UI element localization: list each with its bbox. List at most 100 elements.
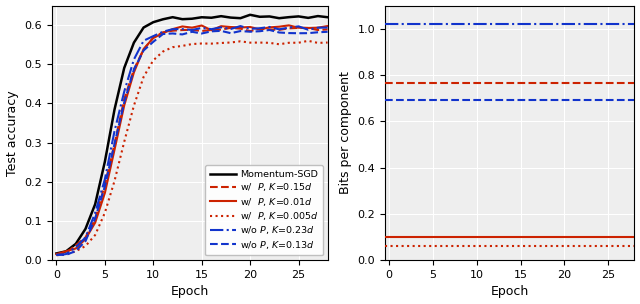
w/  $P$, $K$=0.15$d$ [188, 28, 196, 32]
w/  $P$, $K$=0.01$d$ [198, 24, 205, 27]
w/o $P$, $K$=0.13$d$ [120, 101, 128, 104]
Momentum-SGD [314, 14, 322, 18]
w/  $P$, $K$=0.01$d$ [324, 24, 332, 28]
w/o $P$, $K$=0.13$d$ [62, 253, 70, 257]
w/  $P$, $K$=0.005$d$ [62, 253, 70, 256]
Line: w/  $P$, $K$=0.01$d$: w/ $P$, $K$=0.01$d$ [56, 25, 328, 254]
w/  $P$, $K$=0.01$d$ [237, 26, 244, 29]
w/  $P$, $K$=0.005$d$ [130, 104, 138, 107]
Y-axis label: Bits per component: Bits per component [339, 71, 352, 194]
w/  $P$, $K$=0.15$d$ [140, 48, 147, 51]
w/o $P$, $K$=0.13$d$ [179, 33, 186, 36]
w/  $P$, $K$=0.15$d$ [256, 27, 264, 30]
Momentum-SGD [217, 14, 225, 18]
w/o $P$, $K$=0.23$d$ [237, 24, 244, 28]
Momentum-SGD [324, 16, 332, 19]
w/  $P$, $K$=0.01$d$ [227, 25, 235, 29]
w/o $P$, $K$=0.13$d$ [72, 249, 79, 253]
w/o $P$, $K$=0.13$d$ [266, 28, 273, 32]
w/  $P$, $K$=0.01$d$ [314, 26, 322, 29]
w/  $P$, $K$=0.15$d$ [130, 68, 138, 71]
w/o $P$, $K$=0.23$d$ [120, 90, 128, 94]
w/  $P$, $K$=0.01$d$ [111, 148, 118, 151]
w/o $P$, $K$=0.13$d$ [140, 49, 147, 52]
Momentum-SGD [82, 227, 90, 231]
Line: w/o $P$, $K$=0.23$d$: w/o $P$, $K$=0.23$d$ [56, 26, 328, 255]
w/o $P$, $K$=0.23$d$ [285, 26, 292, 29]
Legend: Momentum-SGD, w/  $P$, $K$=0.15$d$, w/  $P$, $K$=0.01$d$, w/  $P$, $K$=0.005$d$,: Momentum-SGD, w/ $P$, $K$=0.15$d$, w/ $P… [205, 165, 323, 255]
Momentum-SGD [305, 16, 312, 20]
w/o $P$, $K$=0.13$d$ [275, 31, 283, 34]
Momentum-SGD [266, 15, 273, 18]
w/o $P$, $K$=0.23$d$ [188, 28, 196, 32]
w/  $P$, $K$=0.005$d$ [179, 44, 186, 48]
w/  $P$, $K$=0.005$d$ [324, 41, 332, 44]
Momentum-SGD [72, 242, 79, 246]
w/o $P$, $K$=0.23$d$ [314, 26, 322, 29]
X-axis label: Epoch: Epoch [170, 285, 209, 299]
w/  $P$, $K$=0.15$d$ [72, 243, 79, 247]
Y-axis label: Test accuracy: Test accuracy [6, 90, 19, 176]
w/  $P$, $K$=0.005$d$ [140, 75, 147, 79]
w/o $P$, $K$=0.23$d$ [169, 27, 177, 31]
Momentum-SGD [101, 160, 109, 164]
w/  $P$, $K$=0.15$d$ [324, 28, 332, 31]
w/  $P$, $K$=0.005$d$ [72, 249, 79, 253]
w/  $P$, $K$=0.15$d$ [62, 251, 70, 255]
w/  $P$, $K$=0.15$d$ [285, 26, 292, 30]
w/  $P$, $K$=0.005$d$ [314, 41, 322, 45]
Momentum-SGD [188, 17, 196, 21]
w/  $P$, $K$=0.15$d$ [217, 28, 225, 31]
w/o $P$, $K$=0.13$d$ [207, 29, 215, 33]
w/  $P$, $K$=0.01$d$ [246, 25, 254, 29]
Momentum-SGD [198, 16, 205, 19]
w/  $P$, $K$=0.005$d$ [217, 41, 225, 45]
w/  $P$, $K$=0.01$d$ [159, 31, 167, 35]
w/  $P$, $K$=0.005$d$ [52, 254, 60, 257]
Line: Momentum-SGD: Momentum-SGD [56, 15, 328, 254]
w/o $P$, $K$=0.23$d$ [111, 129, 118, 133]
w/o $P$, $K$=0.13$d$ [246, 30, 254, 33]
w/  $P$, $K$=0.005$d$ [207, 42, 215, 45]
w/  $P$, $K$=0.01$d$ [52, 252, 60, 256]
w/o $P$, $K$=0.13$d$ [314, 30, 322, 34]
X-axis label: Epoch: Epoch [490, 285, 529, 299]
Momentum-SGD [246, 13, 254, 17]
w/o $P$, $K$=0.23$d$ [149, 34, 157, 38]
w/  $P$, $K$=0.005$d$ [227, 41, 235, 44]
w/o $P$, $K$=0.13$d$ [188, 30, 196, 34]
w/  $P$, $K$=0.01$d$ [140, 47, 147, 51]
w/o $P$, $K$=0.23$d$ [266, 25, 273, 29]
Momentum-SGD [62, 250, 70, 253]
w/o $P$, $K$=0.23$d$ [275, 27, 283, 31]
w/  $P$, $K$=0.15$d$ [169, 29, 177, 33]
w/o $P$, $K$=0.23$d$ [246, 27, 254, 31]
w/  $P$, $K$=0.15$d$ [266, 28, 273, 31]
w/  $P$, $K$=0.01$d$ [188, 26, 196, 29]
w/o $P$, $K$=0.23$d$ [159, 30, 167, 33]
w/o $P$, $K$=0.13$d$ [149, 40, 157, 44]
Momentum-SGD [159, 17, 167, 21]
Momentum-SGD [207, 16, 215, 19]
w/o $P$, $K$=0.13$d$ [256, 29, 264, 33]
w/  $P$, $K$=0.15$d$ [314, 28, 322, 32]
w/o $P$, $K$=0.23$d$ [179, 27, 186, 31]
Momentum-SGD [227, 16, 235, 19]
w/  $P$, $K$=0.005$d$ [237, 40, 244, 43]
w/  $P$, $K$=0.005$d$ [294, 41, 302, 45]
w/  $P$, $K$=0.01$d$ [169, 27, 177, 31]
Line: w/o $P$, $K$=0.13$d$: w/o $P$, $K$=0.13$d$ [56, 30, 328, 255]
w/  $P$, $K$=0.01$d$ [130, 71, 138, 74]
w/  $P$, $K$=0.005$d$ [266, 41, 273, 45]
w/  $P$, $K$=0.005$d$ [82, 244, 90, 248]
w/  $P$, $K$=0.005$d$ [120, 140, 128, 144]
w/o $P$, $K$=0.23$d$ [92, 211, 99, 215]
w/o $P$, $K$=0.23$d$ [62, 252, 70, 256]
w/  $P$, $K$=0.15$d$ [149, 36, 157, 40]
w/  $P$, $K$=0.005$d$ [285, 41, 292, 45]
w/  $P$, $K$=0.005$d$ [275, 43, 283, 46]
w/o $P$, $K$=0.13$d$ [101, 185, 109, 188]
w/o $P$, $K$=0.23$d$ [82, 236, 90, 239]
w/  $P$, $K$=0.15$d$ [82, 236, 90, 239]
w/  $P$, $K$=0.15$d$ [227, 26, 235, 30]
